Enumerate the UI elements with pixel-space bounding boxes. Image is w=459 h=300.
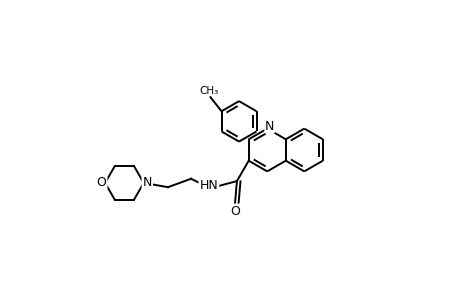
Text: CH₃: CH₃ [199,85,218,96]
Text: HN: HN [199,179,218,192]
Text: N: N [264,120,274,133]
Text: N: N [142,176,151,188]
Text: O: O [96,176,106,188]
Text: O: O [230,205,239,218]
